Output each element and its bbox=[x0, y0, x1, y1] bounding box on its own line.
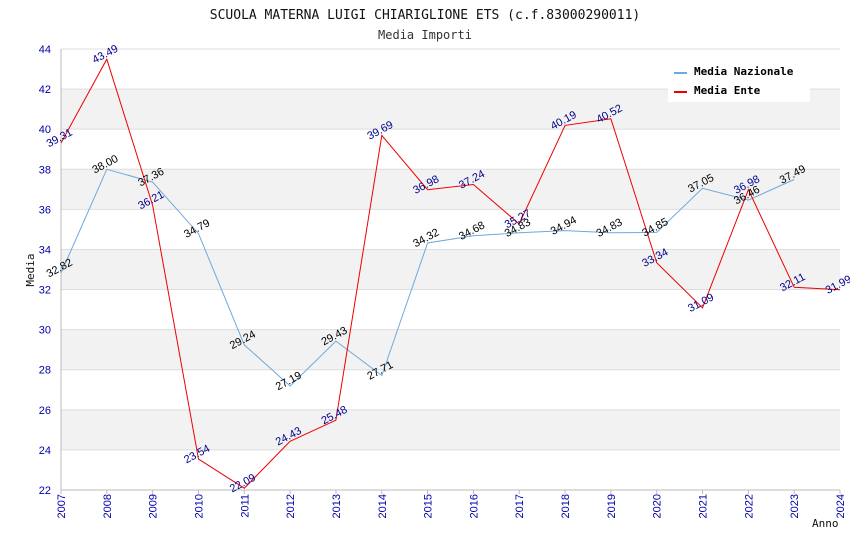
y-axis-ticks: 22 24 26 28 30 32 34 36 38 40 42 44 bbox=[39, 44, 51, 497]
y-tick-label: 26 bbox=[39, 405, 51, 417]
y-tick-label: 42 bbox=[39, 84, 51, 96]
axes bbox=[60, 49, 840, 491]
data-label-media-nazionale: 27.19 bbox=[274, 370, 304, 394]
series-lines bbox=[60, 57, 841, 489]
legend-label-media-ente: Media Ente bbox=[694, 84, 761, 97]
grid-band bbox=[61, 409, 840, 450]
y-axis-label: Media bbox=[24, 253, 37, 286]
legend-label-media-nazionale: Media Nazionale bbox=[694, 65, 794, 78]
x-tick-label: 2024 bbox=[835, 494, 847, 518]
x-tick-label: 2012 bbox=[285, 494, 297, 518]
series-line-media-ente bbox=[60, 57, 841, 489]
x-tick-label: 2021 bbox=[698, 494, 710, 518]
x-tick-label: 2009 bbox=[148, 494, 160, 518]
x-tick-label: 2013 bbox=[331, 494, 343, 518]
y-tick-label: 30 bbox=[39, 325, 51, 337]
data-label-media-nazionale: 34.83 bbox=[595, 216, 625, 240]
y-tick-label: 44 bbox=[39, 44, 51, 56]
y-tick-label: 36 bbox=[39, 204, 51, 216]
x-axis-ticks: 2007 2008 2009 2010 2011 2012 2013 2014 2015 2016… bbox=[56, 490, 847, 518]
x-tick-label: 2023 bbox=[789, 494, 801, 518]
x-tick-label: 2019 bbox=[606, 494, 618, 518]
x-axis-label: Anno bbox=[812, 517, 839, 530]
data-label-media-ente: 22.09 bbox=[228, 472, 258, 496]
grid-band bbox=[61, 249, 840, 290]
legend: Media Nazionale Media Ente bbox=[668, 60, 810, 102]
x-tick-label: 2020 bbox=[652, 494, 664, 518]
data-label-media-nazionale: 34.68 bbox=[457, 219, 487, 243]
x-tick-label: 2015 bbox=[423, 494, 435, 518]
x-tick-label: 2016 bbox=[468, 494, 480, 518]
x-tick-label: 2014 bbox=[377, 494, 389, 518]
x-tick-label: 2018 bbox=[560, 494, 572, 518]
y-tick-label: 32 bbox=[39, 285, 51, 297]
data-label-media-ente: 31.09 bbox=[686, 291, 716, 315]
y-tick-label: 28 bbox=[39, 365, 51, 377]
y-tick-label: 22 bbox=[39, 485, 51, 497]
x-tick-label: 2017 bbox=[514, 494, 526, 518]
data-label-media-nazionale: 34.94 bbox=[549, 214, 579, 238]
y-tick-label: 24 bbox=[39, 445, 51, 457]
chart-title: SCUOLA MATERNA LUIGI CHIARIGLIONE ETS (c… bbox=[210, 8, 640, 23]
legend-background bbox=[668, 60, 810, 102]
grid-lines bbox=[61, 48, 840, 491]
x-tick-label: 2010 bbox=[193, 494, 205, 518]
grid-bands bbox=[61, 89, 840, 450]
series-line-media-nazionale bbox=[60, 168, 795, 387]
y-tick-label: 34 bbox=[39, 244, 51, 256]
chart-subtitle: Media Importi bbox=[378, 28, 472, 42]
x-tick-label: 2022 bbox=[743, 494, 755, 518]
grid-band bbox=[61, 169, 840, 210]
data-label-media-nazionale: 34.85 bbox=[640, 216, 670, 240]
grid-band bbox=[61, 329, 840, 370]
y-tick-label: 38 bbox=[39, 164, 51, 176]
x-tick-label: 2008 bbox=[102, 494, 114, 518]
x-tick-label: 2011 bbox=[239, 494, 251, 518]
x-tick-label: 2007 bbox=[56, 494, 68, 518]
y-tick-label: 40 bbox=[39, 124, 51, 136]
